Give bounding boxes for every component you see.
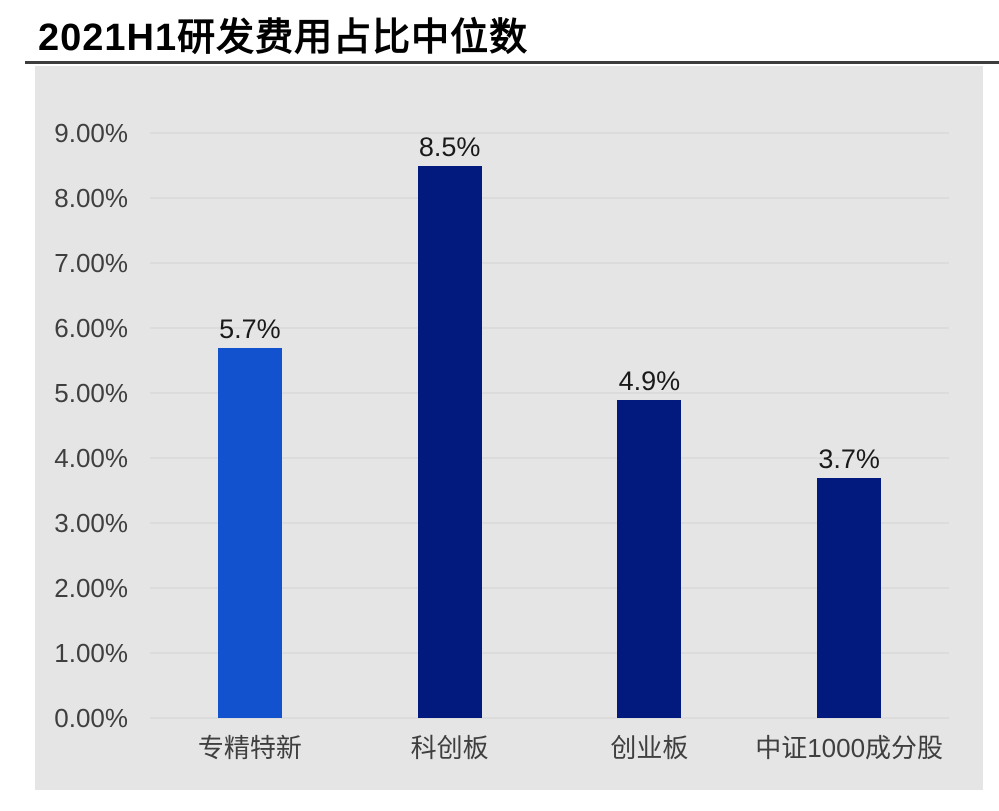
y-gridline: [150, 457, 949, 459]
y-gridline: [150, 587, 949, 589]
x-axis-category-label: 中证1000成分股: [755, 733, 944, 763]
y-gridline: [150, 262, 949, 264]
bar-value-label: 5.7%: [219, 313, 281, 344]
y-axis-tick-label: 8.00%: [54, 183, 128, 213]
bar: [617, 399, 682, 718]
y-gridline: [150, 652, 949, 654]
bar: [217, 347, 282, 718]
x-axis-category-label: 专精特新: [197, 733, 302, 763]
y-gridline: [150, 392, 949, 394]
bar: [817, 477, 882, 718]
chart-title: 2021H1研发费用占比中位数: [38, 17, 529, 59]
x-axis-category-label: 科创板: [410, 733, 489, 763]
y-axis-tick-label: 0.00%: [54, 703, 128, 733]
y-axis-tick-label: 4.00%: [54, 443, 128, 473]
y-gridline: [150, 522, 949, 524]
bar: [417, 165, 482, 718]
x-axis-category-label: 创业板: [610, 733, 689, 763]
y-axis-tick-label: 9.00%: [54, 118, 128, 148]
y-gridline: [150, 327, 949, 329]
y-axis-tick-label: 2.00%: [54, 573, 128, 603]
y-axis-tick-label: 7.00%: [54, 248, 128, 278]
y-gridline: [150, 197, 949, 199]
bar-value-label: 8.5%: [418, 131, 481, 162]
bar-value-label: 4.9%: [618, 365, 681, 396]
y-axis-tick-label: 3.00%: [54, 508, 128, 538]
y-axis-tick-label: 5.00%: [54, 378, 128, 408]
bar-value-label: 3.7%: [818, 443, 880, 474]
chart-panel: 9.00% 8.00% 7.00% 6.00% 5.00% 4.00% 3.00% 2.00%…: [35, 66, 983, 790]
y-gridline: [150, 132, 949, 134]
title-underline-rule: [25, 61, 999, 64]
y-axis-tick-label: 6.00%: [54, 313, 128, 343]
y-axis-tick-label: 1.00%: [54, 638, 128, 668]
y-gridline: [150, 717, 949, 719]
